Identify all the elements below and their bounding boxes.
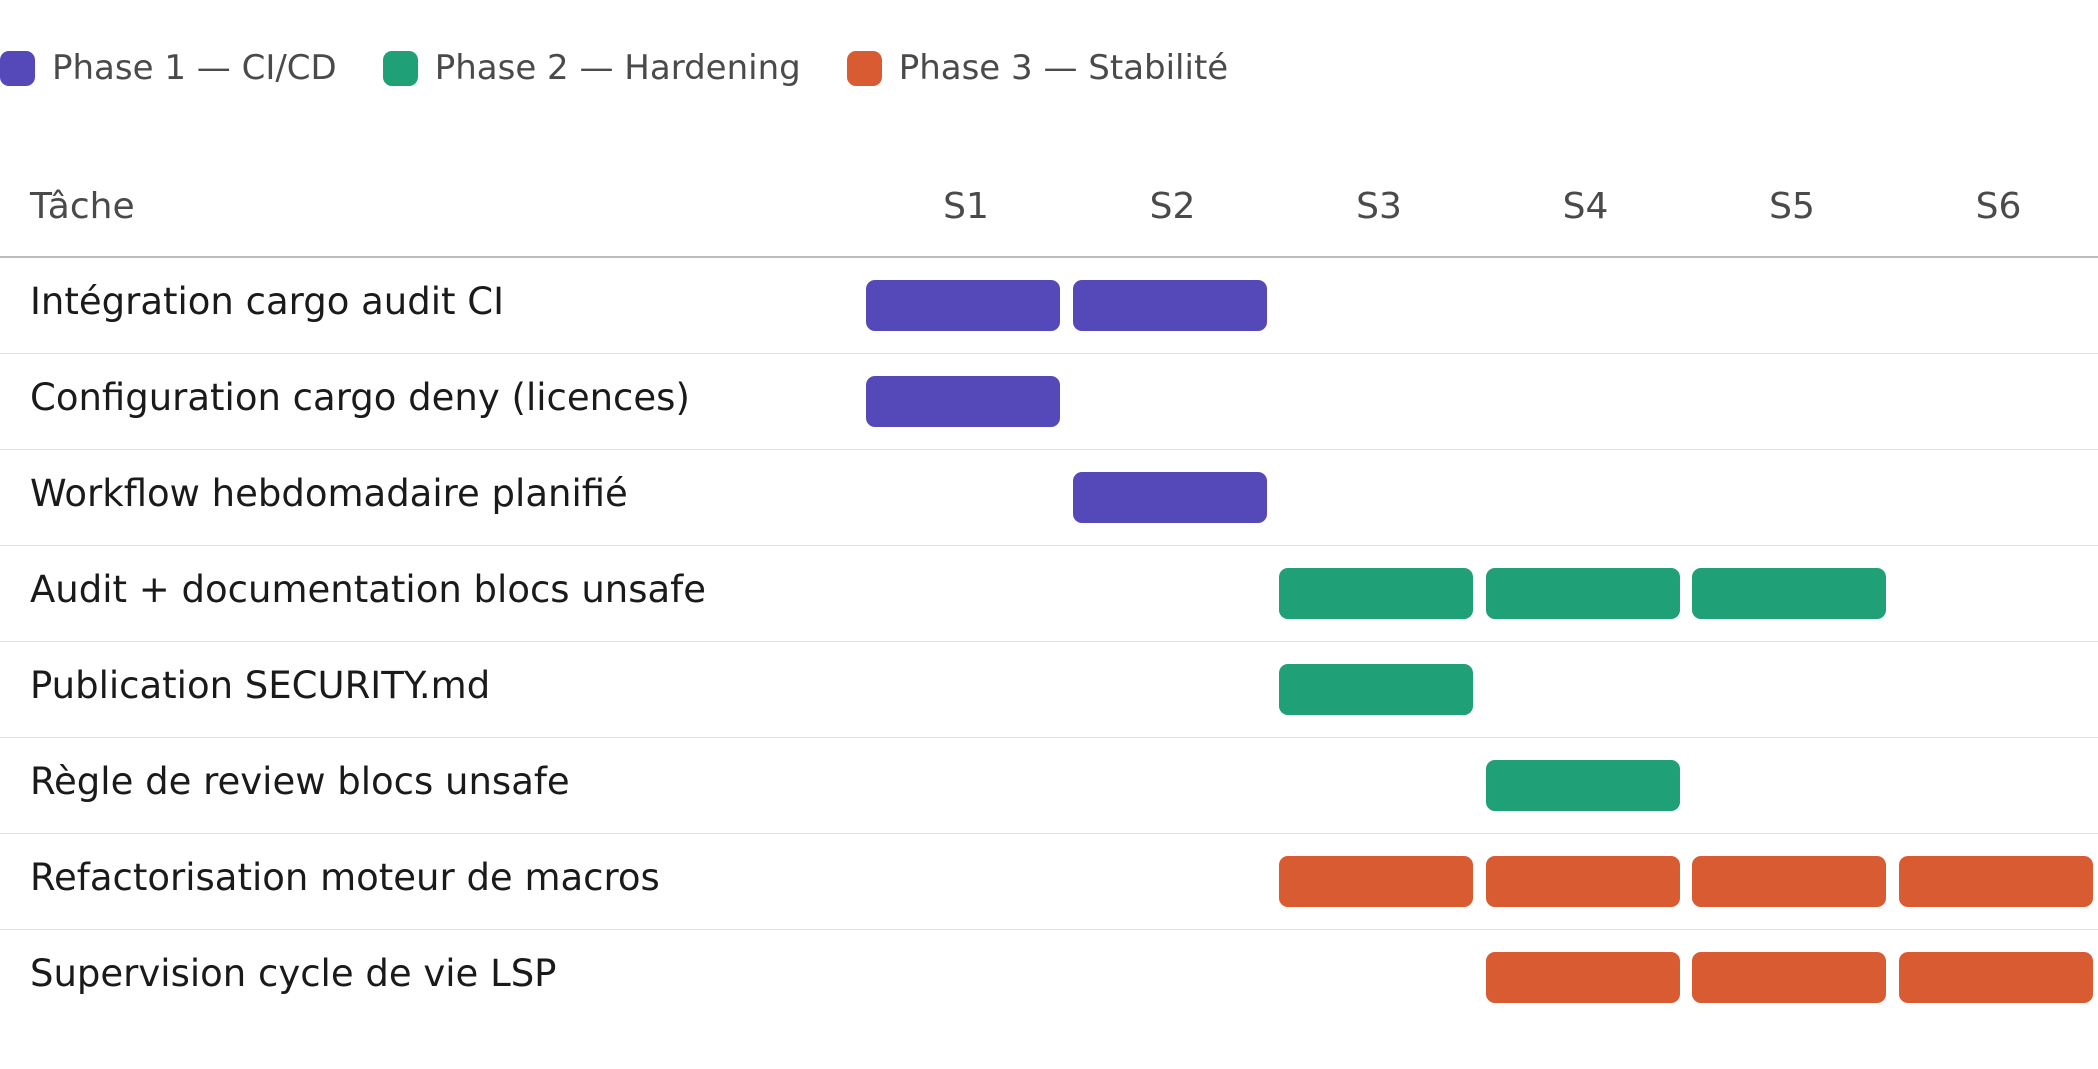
task-row: Workflow hebdomadaire planifié xyxy=(0,450,2098,546)
task-row: Audit + documentation blocs unsafe xyxy=(0,546,2098,642)
gantt-header-row: Tâche S1 S2 S3 S4 S5 S6 xyxy=(0,160,2098,258)
task-label: Règle de review blocs unsafe xyxy=(30,760,570,803)
legend-item-phase-3: Phase 3 — Stabilité xyxy=(846,48,1229,88)
gantt-bar-s4 xyxy=(1485,568,1680,619)
gantt-bar-s6 xyxy=(1898,856,2093,907)
gantt-bar-s4 xyxy=(1485,856,1680,907)
gantt-bar-s3 xyxy=(1279,664,1474,715)
week-header-s2: S2 xyxy=(1149,186,1196,227)
gantt-bar-s1 xyxy=(866,280,1061,331)
legend-label-phase-1: Phase 1 — CI/CD xyxy=(52,48,337,88)
legend-item-phase-1: Phase 1 — CI/CD xyxy=(0,48,337,88)
gantt-bar-s5 xyxy=(1692,856,1887,907)
legend-label-phase-2: Phase 2 — Hardening xyxy=(434,48,801,88)
gantt-bar-s2 xyxy=(1072,280,1267,331)
task-label: Intégration cargo audit CI xyxy=(30,280,505,323)
task-row: Supervision cycle de vie LSP xyxy=(0,930,2098,1025)
task-label: Audit + documentation blocs unsafe xyxy=(30,568,706,611)
week-header-s3: S3 xyxy=(1356,186,1402,227)
gantt-bar-s4 xyxy=(1485,952,1680,1003)
gantt-bar-s1 xyxy=(866,376,1061,427)
week-header-s4: S4 xyxy=(1562,186,1609,227)
gantt-bar-s5 xyxy=(1692,568,1887,619)
task-label: Refactorisation moteur de macros xyxy=(30,856,660,899)
legend-swatch-phase-3 xyxy=(846,50,882,86)
legend-swatch-phase-1 xyxy=(0,50,35,86)
task-label: Publication SECURITY.md xyxy=(30,664,491,707)
task-row: Publication SECURITY.md xyxy=(0,642,2098,738)
week-header-s5: S5 xyxy=(1769,186,1815,227)
week-header-s6: S6 xyxy=(1975,186,2022,227)
legend-label-phase-3: Phase 3 — Stabilité xyxy=(898,48,1229,88)
task-row: Intégration cargo audit CI xyxy=(0,258,2098,354)
task-rows: Intégration cargo audit CI Configuration … xyxy=(0,258,2098,1025)
gantt-bar-s2 xyxy=(1072,472,1267,523)
task-label: Configuration cargo deny (licences) xyxy=(30,376,690,419)
gantt-bar-s5 xyxy=(1692,952,1887,1003)
task-row: Règle de review blocs unsafe xyxy=(0,738,2098,834)
task-column-header: Tâche xyxy=(30,186,135,227)
task-row: Refactorisation moteur de macros xyxy=(0,834,2098,930)
gantt-bar-s3 xyxy=(1279,568,1474,619)
gantt-bar-s3 xyxy=(1279,856,1474,907)
task-label: Supervision cycle de vie LSP xyxy=(30,952,557,995)
legend-item-phase-2: Phase 2 — Hardening xyxy=(382,48,801,88)
gantt-bar-s4 xyxy=(1485,760,1680,811)
gantt-bar-s6 xyxy=(1898,952,2093,1003)
gantt-chart: Tâche S1 S2 S3 S4 S5 S6 Intégration cargo aud… xyxy=(0,160,2098,1025)
week-header-s1: S1 xyxy=(943,186,989,227)
task-label: Workflow hebdomadaire planifié xyxy=(30,472,628,515)
legend-swatch-phase-2 xyxy=(382,50,418,86)
chart-legend: Phase 1 — CI/CD Phase 2 — Hardening Phas… xyxy=(0,46,1274,90)
task-row: Configuration cargo deny (licences) xyxy=(0,354,2098,450)
